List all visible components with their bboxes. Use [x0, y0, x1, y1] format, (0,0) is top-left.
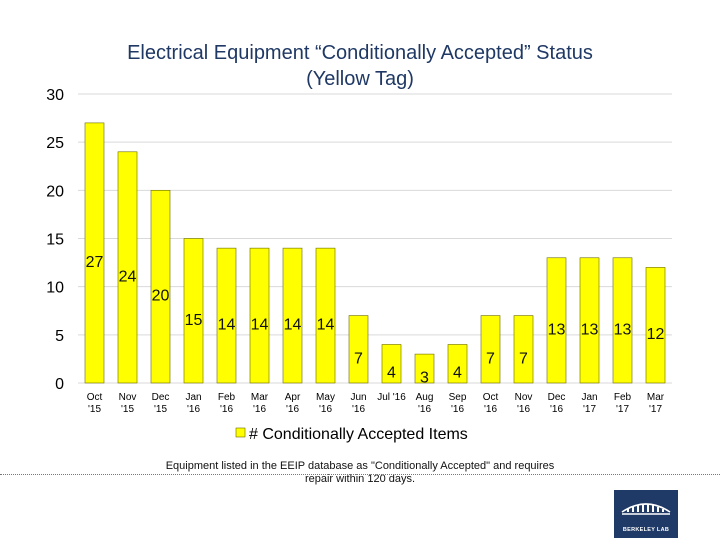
- footnote-line-2: repair within 120 days.: [304, 473, 416, 485]
- data-label: 13: [614, 321, 632, 338]
- bar: [546, 257, 567, 384]
- x-category-year-label: '15: [121, 404, 134, 415]
- x-category-label: Jun: [350, 392, 366, 403]
- data-label: 4: [453, 365, 462, 382]
- y-tick-label: 10: [46, 280, 64, 297]
- x-category-year-label: '16: [352, 404, 365, 415]
- bars: [84, 122, 666, 384]
- x-category-year-label: '16: [550, 404, 563, 415]
- bar: [282, 247, 303, 384]
- x-category-year-label: '16: [484, 404, 497, 415]
- x-category-label: Jan: [185, 392, 201, 403]
- data-label: 14: [317, 317, 335, 334]
- y-tick-label: 30: [46, 87, 64, 104]
- footnote: Equipment listed in the EEIP database as…: [130, 460, 590, 486]
- bar: [414, 353, 435, 384]
- legend: # Conditionally Accepted Items: [235, 426, 468, 443]
- x-category-label: Apr: [285, 392, 301, 403]
- data-label: 12: [647, 326, 665, 343]
- bar: [315, 247, 336, 384]
- y-axis-ticks: 0 5 10 15 20 25 30: [46, 87, 64, 393]
- data-label: 24: [119, 268, 137, 285]
- y-tick-label: 5: [55, 328, 64, 345]
- data-label: 20: [152, 288, 170, 305]
- data-label: 13: [548, 321, 566, 338]
- legend-label: # Conditionally Accepted Items: [249, 426, 468, 443]
- chart-title: Electrical Equipment “Conditionally Acce…: [0, 40, 720, 92]
- bar: [183, 238, 204, 384]
- dotted-divider: [0, 474, 720, 475]
- bar: [150, 190, 171, 384]
- bar: [84, 122, 105, 384]
- logo-text: BERKELEY LAB: [622, 527, 670, 533]
- data-label: 27: [86, 254, 104, 271]
- data-label: 4: [387, 365, 396, 382]
- x-category-year-label: '16: [418, 404, 431, 415]
- bar: [645, 267, 666, 384]
- x-category-label: Oct: [87, 392, 103, 403]
- bar-chart: 0 5 10 15 20 25 30 27 24 20 15 14 14 14 14 7 4 3 4 7 7 13 13 1…: [46, 87, 672, 443]
- x-category-year-label: '16: [451, 404, 464, 415]
- x-category-label: Sep: [449, 392, 467, 403]
- x-category-year-label: '16: [220, 404, 233, 415]
- bar: [117, 151, 138, 384]
- x-category-label: Mar: [251, 392, 269, 403]
- x-category-label: Feb: [218, 392, 236, 403]
- x-category-label: May: [316, 392, 335, 403]
- y-tick-label: 20: [46, 183, 64, 200]
- bar: [513, 315, 534, 384]
- x-category-year-label: '16: [517, 404, 530, 415]
- data-label: 14: [251, 317, 269, 334]
- x-category-label: Aug: [416, 392, 434, 403]
- x-category-year-label: '16: [286, 404, 299, 415]
- y-tick-label: 15: [46, 232, 64, 249]
- x-category-year-label: '16: [319, 404, 332, 415]
- bar: [447, 344, 468, 384]
- data-label: 15: [185, 312, 203, 329]
- gridlines: [78, 93, 672, 384]
- bar: [348, 315, 369, 384]
- x-category-year-label: '16: [253, 404, 266, 415]
- legend-swatch: [235, 427, 246, 438]
- data-label: 13: [581, 321, 599, 338]
- berkeley-lab-building-icon: [621, 503, 671, 515]
- footnote-line-1: Equipment listed in the EEIP database as…: [165, 460, 555, 472]
- y-tick-label: 25: [46, 135, 64, 152]
- bar: [579, 257, 600, 384]
- x-category-year-label: '17: [616, 404, 629, 415]
- x-category-label: Dec: [548, 392, 566, 403]
- x-axis-categories: Oct'15Nov'15Dec'15Jan'16Feb'16Mar'16Apr'…: [87, 392, 665, 415]
- bar: [216, 247, 237, 384]
- bar: [249, 247, 270, 384]
- berkeley-lab-logo: BERKELEY LAB: [614, 490, 678, 538]
- data-label: 14: [284, 317, 302, 334]
- data-label: 3: [420, 370, 429, 387]
- x-category-label: Mar: [647, 392, 665, 403]
- x-category-label: Feb: [614, 392, 632, 403]
- data-label: 7: [519, 350, 528, 367]
- bar: [480, 315, 501, 384]
- chart-title-line-1: Electrical Equipment “Conditionally Acce…: [127, 42, 593, 64]
- x-category-label: Nov: [515, 392, 533, 403]
- data-label: 14: [218, 317, 236, 334]
- bar: [381, 344, 402, 384]
- data-label: 7: [486, 350, 495, 367]
- bar: [612, 257, 633, 384]
- x-category-year-label: '16: [187, 404, 200, 415]
- x-category-label: Oct: [483, 392, 499, 403]
- x-category-label: Jan: [581, 392, 597, 403]
- y-tick-label: 0: [55, 376, 64, 393]
- x-category-year-label: '15: [154, 404, 167, 415]
- data-label: 7: [354, 350, 363, 367]
- x-category-label: Jul '16: [377, 392, 406, 403]
- x-category-year-label: '17: [583, 404, 596, 415]
- x-category-year-label: '15: [88, 404, 101, 415]
- data-labels: 27 24 20 15 14 14 14 14 7 4 3 4 7 7 13 13 13 12: [86, 254, 665, 387]
- chart-title-line-2: (Yellow Tag): [306, 68, 414, 90]
- x-category-label: Nov: [119, 392, 137, 403]
- x-category-year-label: '17: [649, 404, 662, 415]
- x-category-label: Dec: [152, 392, 170, 403]
